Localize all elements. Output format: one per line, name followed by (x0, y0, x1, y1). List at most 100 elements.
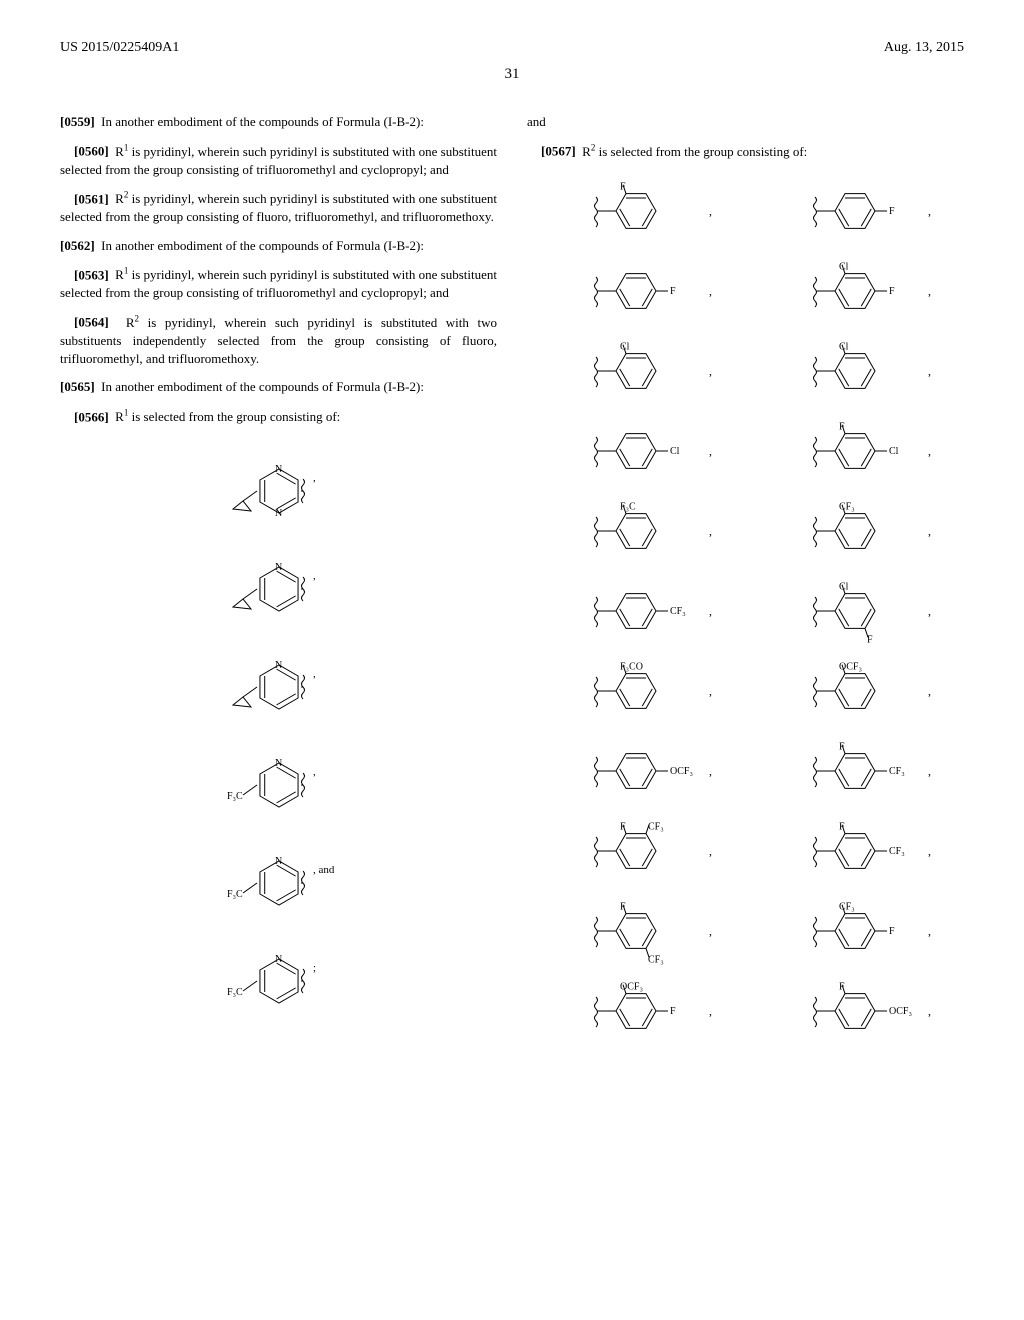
structure-item: F₃CN, (60, 740, 497, 830)
structure-item: F₃CN, and (60, 838, 497, 928)
svg-text:F₃C: F₃C (620, 501, 636, 512)
structure-row: F, F, (527, 171, 964, 245)
phenyl-structure: OCF₃, (551, 731, 721, 805)
svg-text:,: , (313, 472, 316, 484)
structure-item: OCF₃, (551, 731, 721, 805)
para-num: [0561] (74, 191, 109, 206)
structure-item: F, (551, 171, 721, 245)
page-header: US 2015/0225409A1 Aug. 13, 2015 (60, 40, 964, 56)
left-column: [0559] In another embodiment of the comp… (60, 113, 497, 1051)
svg-text:;: ; (313, 962, 316, 974)
structure-item: FCF₃, (770, 731, 940, 805)
phenyl-structure: ClF, (770, 571, 940, 645)
structure-item: F, (770, 171, 940, 245)
phenyl-structure: FOCF₃, (770, 971, 940, 1045)
structure-item: CF₃, (770, 491, 940, 565)
svg-text:,: , (928, 844, 931, 858)
structure-row: FCF₃, FCF₃, (527, 811, 964, 885)
svg-text:F₃C: F₃C (227, 987, 243, 998)
svg-text:CF₃: CF₃ (670, 606, 686, 617)
svg-text:,: , (709, 764, 712, 778)
phenyl-structure: Cl, (770, 331, 940, 405)
svg-text:,: , (928, 284, 931, 298)
phenyl-structure: ClF, (770, 251, 940, 325)
svg-text:,: , (709, 844, 712, 858)
phenyl-structure: F₃CO, (551, 651, 721, 725)
phenyl-structure: Cl, (551, 411, 721, 485)
pyridinyl-structure: NN, (219, 446, 339, 536)
structure-item: N, (60, 544, 497, 634)
para-num: [0566] (74, 409, 109, 424)
svg-text:,: , (709, 284, 712, 298)
para-num: [0565] (60, 379, 95, 394)
svg-text:N: N (275, 464, 282, 475)
svg-text:,: , (709, 364, 712, 378)
para-0562: [0562] In another embodiment of the comp… (60, 237, 497, 255)
para-num: [0562] (60, 238, 95, 253)
para-text: R2 is pyridinyl, wherein such pyridinyl … (60, 191, 497, 224)
phenyl-structure: Cl, (551, 331, 721, 405)
svg-text:OCF₃: OCF₃ (670, 766, 693, 777)
svg-text:OCF₃: OCF₃ (889, 1006, 912, 1017)
phenyl-structure: F, (551, 251, 721, 325)
svg-text:N: N (275, 856, 282, 867)
para-text: R2 is selected from the group consisting… (582, 144, 807, 159)
svg-text:,: , (928, 764, 931, 778)
svg-text:F₃C: F₃C (227, 889, 243, 900)
structure-row: F₃C, CF₃, (527, 491, 964, 565)
page-number: 31 (60, 66, 964, 83)
structure-item: ClF, (770, 571, 940, 645)
structure-item: Cl, (770, 331, 940, 405)
pyridinyl-structure: F₃CN; (219, 936, 339, 1026)
para-0565: [0565] In another embodiment of the comp… (60, 378, 497, 396)
phenyl-structure: OCF₃, (770, 651, 940, 725)
para-text: In another embodiment of the compounds o… (101, 238, 424, 253)
pyridinyl-structure: N, (219, 642, 339, 732)
svg-text:,: , (709, 684, 712, 698)
structure-item: F₃CN; (60, 936, 497, 1026)
structure-item: CF₃F, (770, 891, 940, 965)
svg-text:,: , (928, 364, 931, 378)
phenyl-structure: F, (551, 171, 721, 245)
structure-row: OCF₃, FCF₃, (527, 731, 964, 805)
svg-text:F: F (670, 286, 676, 297)
svg-text:CF₃: CF₃ (648, 954, 664, 965)
structure-item: F₃CO, (551, 651, 721, 725)
svg-text:,: , (709, 444, 712, 458)
r1-structures: NN, N, N, F₃CN, F₃CN, and F₃CN; (60, 446, 497, 1026)
svg-text:,: , (928, 684, 931, 698)
para-text: R2 is pyridinyl, wherein such pyridinyl … (60, 315, 497, 366)
svg-text:Cl: Cl (670, 446, 680, 457)
svg-text:,: , (928, 444, 931, 458)
structure-item: CF₃, (551, 571, 721, 645)
right-column: and [0567] R2 is selected from the group… (527, 113, 964, 1051)
phenyl-structure: CF₃, (770, 491, 940, 565)
svg-text:,: , (928, 1004, 931, 1018)
para-0561: [0561] R2 is pyridinyl, wherein such pyr… (60, 189, 497, 227)
phenyl-structure: F₃C, (551, 491, 721, 565)
phenyl-structure: FCF₃, (770, 811, 940, 885)
pyridinyl-structure: F₃CN, (219, 740, 339, 830)
structure-item: FCF₃, (551, 811, 721, 885)
structure-item: F₃C, (551, 491, 721, 565)
svg-text:F: F (889, 206, 895, 217)
structure-item: Cl, (551, 331, 721, 405)
publication-date: Aug. 13, 2015 (884, 40, 964, 56)
svg-text:F₃C: F₃C (227, 791, 243, 802)
para-num: [0564] (74, 315, 109, 330)
and-label: and (527, 113, 964, 131)
para-0566: [0566] R1 is selected from the group con… (60, 407, 497, 427)
svg-text:,: , (709, 1004, 712, 1018)
svg-text:,: , (709, 604, 712, 618)
structure-item: FCF₃, (551, 891, 721, 965)
svg-text:CF₃: CF₃ (648, 821, 664, 832)
svg-text:,: , (928, 924, 931, 938)
svg-text:F: F (889, 926, 895, 937)
structure-item: FCl, (770, 411, 940, 485)
structure-row: F₃CO, OCF₃, (527, 651, 964, 725)
phenyl-structure: OCF₃F, (551, 971, 721, 1045)
svg-text:CF₃: CF₃ (889, 846, 905, 857)
svg-text:,: , (928, 604, 931, 618)
svg-text:CF₃: CF₃ (889, 766, 905, 777)
para-text: In another embodiment of the compounds o… (101, 114, 424, 129)
